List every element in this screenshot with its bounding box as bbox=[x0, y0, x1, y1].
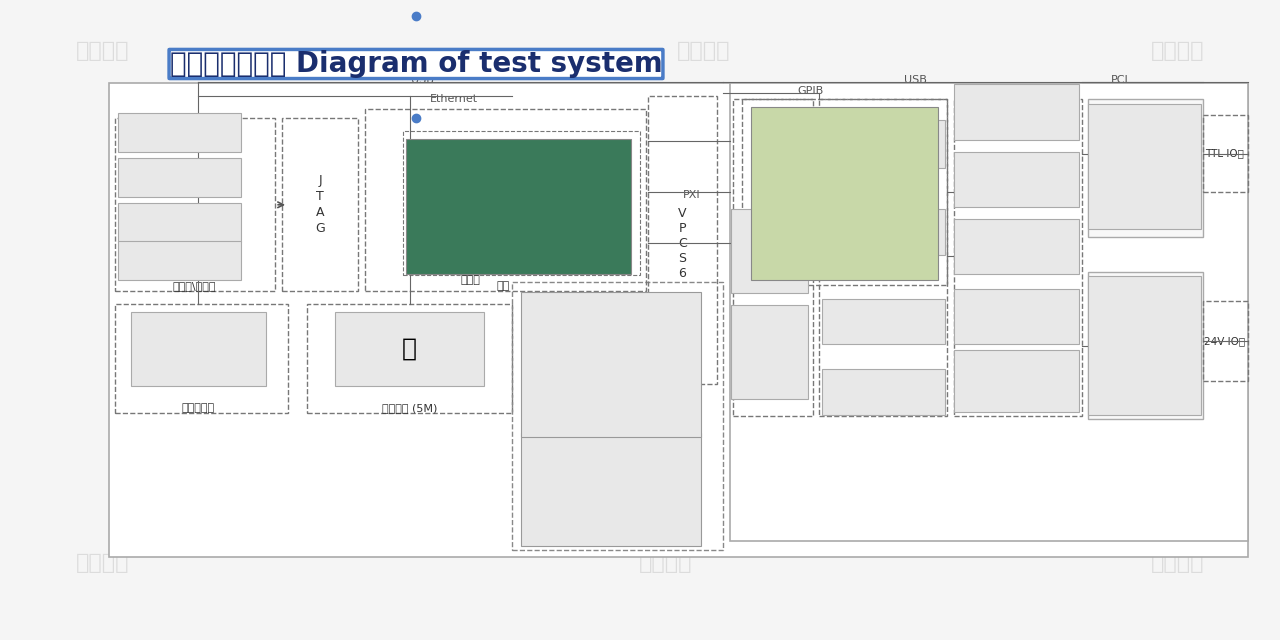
FancyBboxPatch shape bbox=[730, 83, 1248, 541]
Text: 德智电子: 德智电子 bbox=[1151, 553, 1204, 573]
FancyBboxPatch shape bbox=[1088, 104, 1201, 229]
FancyBboxPatch shape bbox=[335, 312, 484, 386]
Text: 频
率
计
数
器: 频 率 计 数 器 bbox=[768, 119, 773, 175]
Text: 德智电子: 德智电子 bbox=[76, 41, 129, 61]
Text: 功率放大器: 功率放大器 bbox=[867, 387, 900, 397]
Text: 夹具: 夹具 bbox=[497, 281, 509, 291]
FancyBboxPatch shape bbox=[406, 139, 631, 274]
FancyBboxPatch shape bbox=[118, 113, 241, 152]
FancyBboxPatch shape bbox=[131, 312, 266, 386]
FancyBboxPatch shape bbox=[109, 83, 1248, 557]
Text: Load box: Load box bbox=[809, 134, 881, 148]
FancyBboxPatch shape bbox=[954, 350, 1079, 412]
FancyBboxPatch shape bbox=[954, 152, 1079, 207]
FancyBboxPatch shape bbox=[1088, 99, 1203, 237]
Text: 📷: 📷 bbox=[402, 337, 417, 361]
Text: 数字万用表: 数字万用表 bbox=[867, 214, 900, 225]
Text: 波形发生器: 波形发生器 bbox=[867, 304, 900, 314]
Text: 矩
阵: 矩 阵 bbox=[767, 348, 774, 369]
Text: 彩色相机 (5M): 彩色相机 (5M) bbox=[381, 403, 438, 413]
FancyBboxPatch shape bbox=[751, 107, 938, 280]
Text: 编程器\仿真器: 编程器\仿真器 bbox=[173, 281, 216, 291]
Text: 电子负载2: 电子负载2 bbox=[998, 182, 1032, 193]
FancyBboxPatch shape bbox=[118, 203, 241, 242]
Text: USB: USB bbox=[904, 75, 927, 85]
Text: 电子负载4: 电子负载4 bbox=[998, 317, 1032, 327]
Text: TTL IO卡: TTL IO卡 bbox=[1206, 148, 1244, 159]
Text: 德智电子: 德智电子 bbox=[677, 41, 731, 61]
FancyBboxPatch shape bbox=[118, 158, 241, 197]
Text: 恒
流
源: 恒 流 源 bbox=[767, 239, 774, 273]
FancyBboxPatch shape bbox=[822, 209, 945, 255]
FancyBboxPatch shape bbox=[731, 209, 808, 293]
Text: J
T
A
G: J T A G bbox=[315, 174, 325, 236]
Text: 可编程电源: 可编程电源 bbox=[867, 122, 900, 132]
Text: 24V IO卡: 24V IO卡 bbox=[1204, 336, 1245, 346]
FancyBboxPatch shape bbox=[521, 433, 701, 546]
FancyBboxPatch shape bbox=[731, 305, 808, 399]
FancyBboxPatch shape bbox=[822, 299, 945, 344]
Text: PXI: PXI bbox=[682, 190, 700, 200]
FancyBboxPatch shape bbox=[118, 241, 241, 280]
Text: 测试系统框架图 Diagram of test system: 测试系统框架图 Diagram of test system bbox=[170, 50, 662, 78]
Text: 待测板: 待测板 bbox=[461, 275, 481, 285]
FancyBboxPatch shape bbox=[954, 84, 1079, 140]
Text: PCI: PCI bbox=[1111, 75, 1129, 85]
Text: 电子负载1: 电子负载1 bbox=[998, 112, 1032, 122]
Text: 二维扫码枪: 二维扫码枪 bbox=[182, 403, 215, 413]
Text: V
P
C
S
6: V P C S 6 bbox=[678, 207, 686, 280]
Text: Ethernet: Ethernet bbox=[430, 94, 479, 104]
FancyBboxPatch shape bbox=[954, 289, 1079, 344]
Text: USB: USB bbox=[411, 75, 434, 85]
Text: 电子负载3: 电子负载3 bbox=[998, 246, 1032, 257]
FancyBboxPatch shape bbox=[521, 292, 701, 437]
FancyBboxPatch shape bbox=[822, 369, 945, 415]
Text: GPIB: GPIB bbox=[797, 86, 823, 96]
Text: 4通道示波器: 4通道示波器 bbox=[995, 381, 1036, 391]
Text: 德智电子: 德智电子 bbox=[76, 553, 129, 573]
FancyBboxPatch shape bbox=[1088, 272, 1203, 419]
Text: 德智电子: 德智电子 bbox=[1151, 41, 1204, 61]
FancyBboxPatch shape bbox=[954, 219, 1079, 274]
FancyBboxPatch shape bbox=[822, 120, 945, 168]
FancyBboxPatch shape bbox=[1088, 276, 1201, 415]
Text: 德智电子: 德智电子 bbox=[639, 553, 692, 573]
